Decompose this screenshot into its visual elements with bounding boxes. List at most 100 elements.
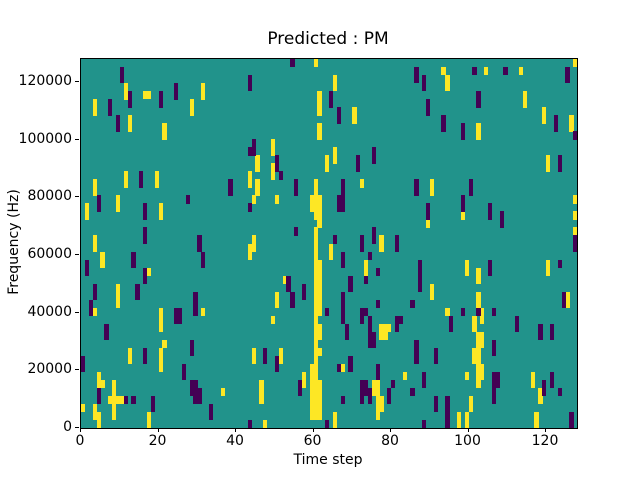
- heatmap-cell: [228, 179, 233, 196]
- heatmap-cell: [352, 107, 357, 124]
- heatmap-cell: [363, 379, 369, 397]
- heatmap-cell: [290, 291, 295, 309]
- heatmap-cell: [375, 299, 380, 309]
- heatmap-cell: [433, 395, 438, 413]
- heatmap-cell: [325, 419, 330, 428]
- heatmap-cell: [143, 347, 148, 365]
- heatmap-cell: [360, 307, 365, 325]
- heatmap-cell: [387, 323, 392, 333]
- x-tick-mark: [157, 428, 159, 432]
- heatmap-cell: [135, 283, 140, 301]
- heatmap-cell: [336, 107, 342, 124]
- heatmap-cell: [367, 387, 373, 405]
- heatmap-cell: [557, 155, 562, 172]
- heatmap-cell: [290, 59, 295, 68]
- plot-title: Predicted : PM: [267, 29, 389, 49]
- heatmap-cell: [146, 267, 152, 276]
- heatmap-cell: [112, 395, 117, 405]
- x-tick-mark: [312, 428, 314, 432]
- heatmap-cell: [174, 307, 179, 325]
- heatmap-cell: [348, 355, 353, 373]
- heatmap-cell: [379, 323, 384, 341]
- heatmap-cell: [100, 251, 105, 268]
- heatmap-cell: [263, 347, 268, 365]
- heatmap-cell: [460, 195, 466, 212]
- heatmap-cell: [499, 211, 504, 228]
- heatmap-cell: [84, 259, 90, 276]
- heatmap-cell: [480, 363, 485, 381]
- heatmap-cell: [92, 179, 97, 196]
- heatmap-cell: [96, 411, 101, 428]
- heatmap-cell: [542, 107, 547, 124]
- x-tick-label: 120: [531, 433, 559, 449]
- heatmap-cell: [92, 403, 97, 421]
- heatmap-cell: [360, 379, 365, 405]
- heatmap-cell: [325, 307, 330, 317]
- y-tick-mark: [75, 81, 79, 83]
- heatmap-cell: [480, 331, 485, 349]
- heatmap-cell: [197, 387, 202, 405]
- heatmap-cell: [476, 267, 481, 284]
- heatmap-cell: [329, 243, 334, 260]
- heatmap-cell: [131, 395, 136, 405]
- heatmap-cell: [127, 347, 132, 365]
- heatmap-cell: [422, 419, 427, 428]
- heatmap-cell: [456, 411, 462, 428]
- heatmap-cell: [127, 115, 132, 132]
- x-tick-mark: [80, 428, 81, 432]
- heatmap-cell: [270, 139, 276, 156]
- heatmap-cell: [301, 371, 307, 389]
- heatmap-cell: [546, 259, 551, 276]
- heatmap-cell: [480, 307, 485, 325]
- x-tick-label: 0: [75, 433, 85, 449]
- heatmap-cell: [414, 67, 419, 84]
- heatmap-cell: [487, 203, 493, 220]
- x-tick-label: 20: [148, 433, 167, 449]
- heatmap-cell: [247, 419, 252, 428]
- heatmap-cell: [573, 227, 577, 236]
- heatmap-cell: [367, 315, 373, 349]
- y-tick-mark: [75, 311, 79, 313]
- heatmap-cell: [476, 331, 481, 389]
- heatmap-cell: [332, 235, 338, 244]
- heatmap-cell: [119, 395, 125, 405]
- y-tick-label: 20000: [27, 361, 72, 378]
- heatmap-cell: [294, 179, 299, 196]
- heatmap-cell: [429, 283, 435, 301]
- heatmap-cell: [549, 323, 555, 341]
- heatmap-cell: [375, 363, 380, 381]
- heatmap-cell: [92, 99, 97, 116]
- heatmap-cell: [100, 379, 105, 389]
- heatmap-cell: [425, 203, 431, 220]
- heatmap-cell: [274, 355, 280, 373]
- heatmap-cell: [317, 323, 322, 341]
- heatmap-cell: [410, 299, 415, 309]
- heatmap-cell: [201, 251, 206, 268]
- heatmap-cell: [81, 355, 86, 373]
- heatmap-cell: [143, 267, 148, 284]
- heatmap-cell: [247, 171, 252, 188]
- y-tick-mark: [75, 254, 79, 256]
- heatmap-cell: [348, 275, 353, 293]
- heatmap-cell: [201, 83, 206, 100]
- heatmap-cell: [251, 139, 256, 156]
- heatmap-cell: [414, 179, 419, 196]
- heatmap-cell: [143, 203, 148, 220]
- heatmap-cell: [573, 195, 577, 204]
- heatmap-cell: [247, 203, 252, 212]
- heatmap-cell: [557, 259, 562, 268]
- heatmap-cell: [472, 347, 477, 365]
- heatmap-cell: [309, 195, 314, 212]
- heatmap-cell: [410, 387, 415, 397]
- heatmap-cell: [247, 243, 252, 260]
- heatmap-cell: [445, 307, 450, 317]
- heatmap-cell: [154, 171, 159, 188]
- heatmap-cell: [332, 411, 338, 428]
- heatmap-cell: [278, 347, 283, 365]
- x-tick-mark: [545, 428, 546, 432]
- heatmap-cell: [472, 315, 477, 333]
- heatmap-cell: [468, 179, 473, 196]
- heatmap-cell: [569, 115, 574, 132]
- heatmap-cell: [193, 379, 198, 405]
- heatmap-cell: [391, 379, 396, 389]
